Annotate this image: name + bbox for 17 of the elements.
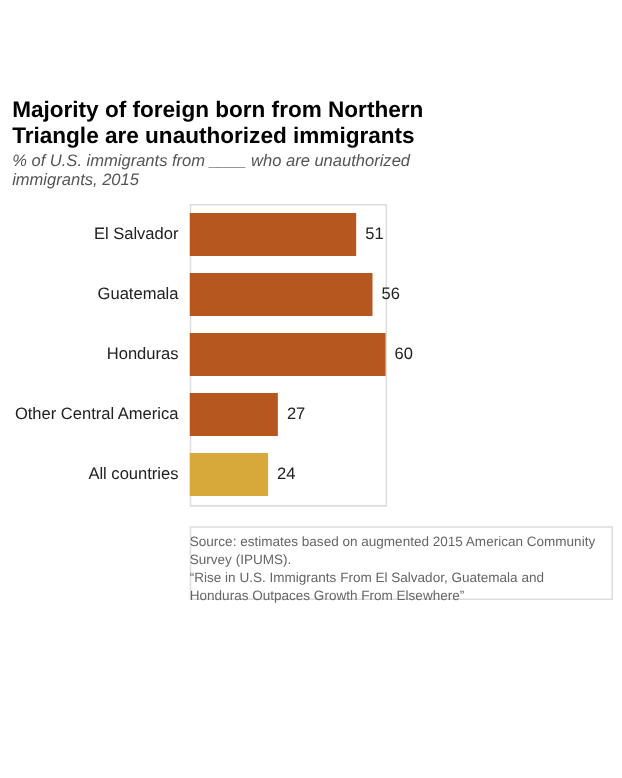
y-tick-label: Guatemala — [97, 285, 180, 304]
data-label: 51 — [365, 225, 385, 244]
data-label: 27 — [286, 405, 307, 424]
y-tick-label: Honduras — [106, 345, 179, 364]
y-tick-label: El Salvador — [93, 225, 179, 244]
data-label: 56 — [381, 285, 401, 304]
chart-title: Majority of foreign born from Northern Triangle are unauthorized immigrants — [12, 99, 424, 149]
data-label: 24 — [277, 465, 297, 484]
bar — [189, 212, 357, 257]
bar — [189, 392, 278, 437]
bar — [189, 272, 373, 317]
y-tick-label: Other Central America — [14, 405, 180, 424]
bar — [189, 332, 386, 377]
chart-subtitle: % of U.S. immigrants from ____ who are unauthorized immigrants, 2015 — [12, 151, 411, 190]
y-tick-label: All countries — [88, 465, 179, 484]
bar — [189, 452, 269, 497]
data-label: 60 — [394, 345, 414, 364]
